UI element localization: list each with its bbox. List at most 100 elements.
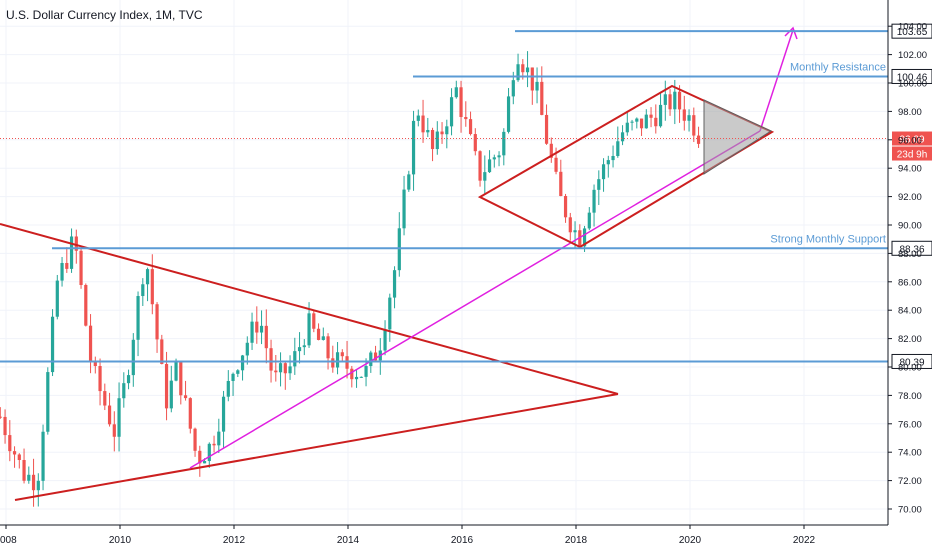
level-price-tag bbox=[891, 353, 932, 369]
candle-body bbox=[411, 120, 416, 175]
candle-body bbox=[549, 143, 553, 158]
candle-body bbox=[369, 352, 373, 367]
candle-body bbox=[635, 118, 639, 122]
candle-body bbox=[459, 87, 463, 118]
candle-body bbox=[487, 159, 492, 173]
candle-body bbox=[226, 380, 230, 397]
candle-body bbox=[402, 189, 406, 229]
candle-body bbox=[687, 115, 691, 121]
candle-body bbox=[278, 363, 283, 373]
countdown-tag bbox=[892, 146, 932, 161]
candle-body bbox=[141, 284, 145, 297]
candle-body bbox=[445, 126, 449, 135]
y-tick-label: 92.00 bbox=[898, 192, 922, 203]
candle-body bbox=[649, 114, 653, 118]
current-price-text: 96.09 bbox=[899, 135, 924, 146]
candle-body bbox=[131, 339, 135, 376]
horizontal-levels: Monthly Resistance 100.46 103.65 Strong Mon… bbox=[0, 23, 932, 369]
level-label: Monthly Resistance bbox=[790, 61, 886, 73]
candle-body bbox=[625, 122, 629, 133]
trend-lines bbox=[0, 26, 798, 501]
candle-body bbox=[8, 435, 12, 452]
candle-body bbox=[506, 96, 511, 132]
candle-body bbox=[150, 269, 154, 305]
candle-body bbox=[677, 91, 682, 110]
y-tick-label: 72.00 bbox=[898, 476, 922, 487]
candle-body bbox=[274, 370, 278, 373]
candle-body bbox=[79, 250, 83, 285]
candle-body bbox=[449, 97, 454, 127]
candle-body bbox=[0, 416, 2, 418]
y-tick-label: 88.00 bbox=[898, 249, 922, 260]
x-tick-label: 2012 bbox=[223, 535, 246, 546]
countdown-text: 23d 9h bbox=[897, 150, 928, 161]
magenta-arrowhead bbox=[784, 26, 798, 40]
candle-body bbox=[478, 151, 482, 181]
y-tick-label: 90.00 bbox=[898, 221, 922, 232]
y-tick-label: 74.00 bbox=[898, 448, 922, 459]
candle-body bbox=[559, 171, 563, 197]
candle-body bbox=[60, 262, 64, 281]
candle-body bbox=[696, 135, 701, 144]
level-price-tag bbox=[891, 240, 932, 256]
candle-body bbox=[692, 115, 696, 136]
candle-body bbox=[269, 348, 273, 371]
candle-body bbox=[388, 297, 392, 330]
y-tick-label: 76.00 bbox=[898, 419, 922, 430]
candle-body bbox=[502, 131, 506, 156]
candle-body bbox=[27, 474, 31, 481]
candle-body bbox=[107, 405, 112, 425]
candle-body bbox=[207, 443, 211, 462]
candle-body bbox=[93, 362, 97, 367]
level-price-text: 103.65 bbox=[897, 27, 928, 38]
candle-body bbox=[183, 395, 188, 399]
candle-body bbox=[354, 376, 359, 380]
candle-body bbox=[293, 351, 297, 367]
candle-body bbox=[202, 461, 207, 464]
candle-body bbox=[155, 304, 159, 340]
level-label: Strong Monthly Support bbox=[770, 233, 886, 245]
y-tick-label: 104.00 bbox=[898, 22, 927, 33]
candle-body bbox=[654, 117, 658, 127]
candle-body bbox=[606, 160, 610, 165]
candle-body bbox=[50, 316, 55, 373]
candle-body bbox=[511, 80, 515, 97]
x-tick-label: 2022 bbox=[793, 535, 816, 546]
triangle-lower-line bbox=[14, 393, 619, 501]
candle-body bbox=[212, 443, 216, 446]
candle-body bbox=[198, 450, 202, 464]
candle-body bbox=[283, 363, 287, 374]
candle-body bbox=[217, 431, 221, 446]
candle-body bbox=[174, 361, 178, 381]
y-tick-label: 84.00 bbox=[898, 306, 922, 317]
candle-body bbox=[350, 368, 354, 380]
candle-body bbox=[416, 115, 420, 121]
candle-body bbox=[74, 236, 78, 251]
candle-body bbox=[88, 325, 93, 363]
candle-body bbox=[297, 347, 302, 352]
candle-body bbox=[464, 117, 468, 120]
candles bbox=[0, 51, 701, 507]
candle-body bbox=[658, 104, 663, 127]
candle-body bbox=[530, 67, 534, 91]
candle-body bbox=[611, 155, 615, 161]
candle-body bbox=[331, 358, 335, 368]
x-tick-label: 2020 bbox=[679, 535, 702, 546]
chart-grid bbox=[0, 0, 888, 525]
candle-body bbox=[231, 373, 235, 381]
candle-body bbox=[383, 329, 387, 351]
candle-body bbox=[644, 114, 648, 129]
candle-body bbox=[525, 67, 530, 73]
candle-body bbox=[497, 155, 501, 158]
candle-body bbox=[440, 131, 444, 135]
candle-body bbox=[98, 366, 102, 392]
x-tick-label: 2018 bbox=[565, 535, 588, 546]
candle-body bbox=[620, 132, 625, 142]
candle-body bbox=[240, 355, 245, 371]
candle-body bbox=[468, 119, 473, 135]
candle-body bbox=[568, 217, 572, 233]
current-price-tag bbox=[892, 131, 932, 146]
candle-body bbox=[321, 336, 325, 340]
